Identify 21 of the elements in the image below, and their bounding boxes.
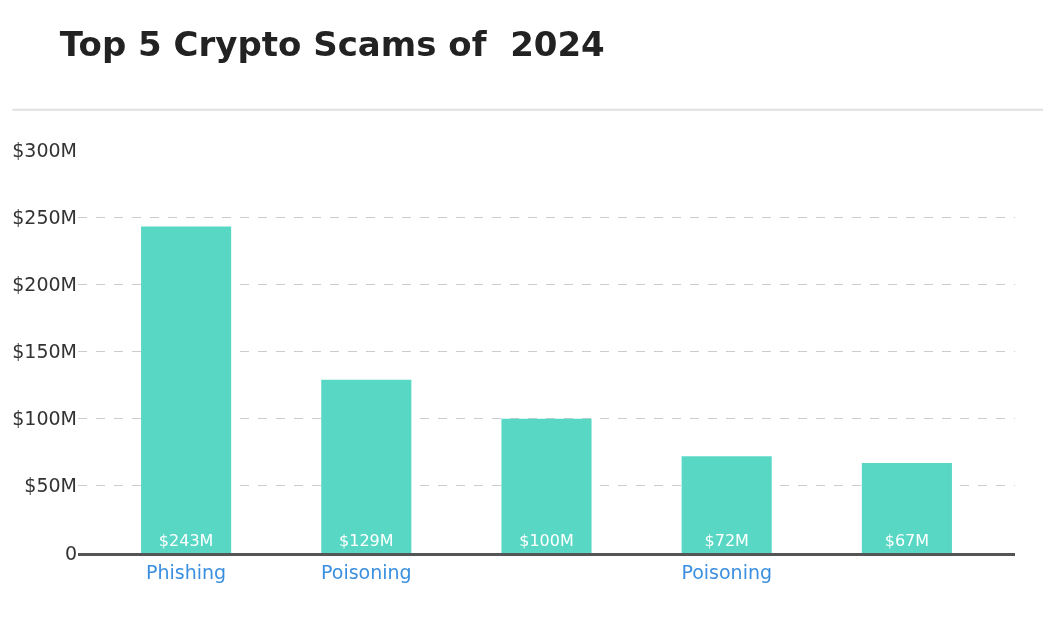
- data-label: $243M: [158, 531, 214, 550]
- y-tick-label: $50M: [24, 474, 77, 497]
- bar: [861, 463, 952, 553]
- y-tick-label: $100M: [12, 407, 77, 430]
- bar: [141, 226, 232, 553]
- y-tick-label: $150M: [12, 340, 77, 363]
- x-tick-label: Poisoning: [320, 560, 412, 583]
- y-tick-label: $200M: [12, 272, 77, 295]
- x-tick-label: Poisoning: [681, 560, 773, 583]
- y-tick-label: $300M: [12, 138, 77, 161]
- bar: [501, 418, 592, 553]
- bar: [681, 456, 772, 553]
- x-tick-label: Phishing: [146, 560, 227, 583]
- data-label: $67M: [884, 531, 930, 550]
- y-tick-label: $250M: [12, 205, 77, 228]
- chart-title: Top 5 Crypto Scams of 2024: [59, 23, 605, 64]
- data-label: $129M: [339, 531, 394, 550]
- y-tick-label: 0: [64, 541, 77, 564]
- bar: [321, 379, 412, 553]
- data-label: $100M: [519, 531, 574, 550]
- data-label: $72M: [704, 531, 749, 550]
